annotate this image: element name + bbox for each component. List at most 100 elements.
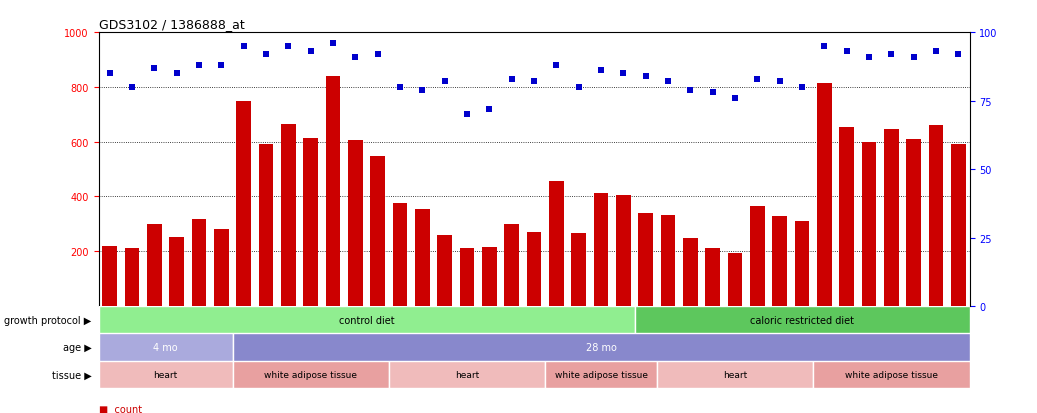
Text: growth protocol ▶: growth protocol ▶ xyxy=(4,315,91,325)
Bar xyxy=(885,130,899,306)
Point xyxy=(549,62,565,69)
Point xyxy=(727,95,744,102)
Text: white adipose tissue: white adipose tissue xyxy=(555,370,647,379)
Bar xyxy=(147,224,162,306)
Bar xyxy=(794,221,809,306)
Bar xyxy=(840,127,854,306)
Point xyxy=(593,68,610,75)
Point xyxy=(772,79,788,85)
Point xyxy=(704,90,721,97)
Bar xyxy=(438,236,452,306)
Text: white adipose tissue: white adipose tissue xyxy=(845,370,937,379)
Bar xyxy=(415,209,429,306)
Bar xyxy=(326,77,340,306)
Point xyxy=(123,84,140,91)
Point xyxy=(213,62,229,69)
Point xyxy=(481,106,498,113)
Bar xyxy=(99,361,232,388)
Point xyxy=(280,43,297,50)
Bar xyxy=(906,140,921,306)
Bar xyxy=(661,216,675,306)
Bar xyxy=(656,361,813,388)
Text: heart: heart xyxy=(455,370,479,379)
Bar xyxy=(639,214,653,306)
Bar xyxy=(683,238,698,306)
Bar xyxy=(214,229,228,306)
Text: age ▶: age ▶ xyxy=(63,342,91,352)
Point xyxy=(303,49,319,55)
Bar xyxy=(236,101,251,306)
Text: GDS3102 / 1386888_at: GDS3102 / 1386888_at xyxy=(99,17,245,31)
Bar xyxy=(813,361,970,388)
Bar xyxy=(750,206,764,306)
Bar xyxy=(482,247,497,306)
Bar xyxy=(773,216,787,306)
Text: tissue ▶: tissue ▶ xyxy=(52,370,91,380)
Text: 28 mo: 28 mo xyxy=(586,342,617,352)
Point xyxy=(146,65,163,72)
Bar xyxy=(459,249,474,306)
Point xyxy=(168,71,185,77)
Text: heart: heart xyxy=(153,370,177,379)
Point xyxy=(816,43,833,50)
Point xyxy=(570,84,587,91)
Bar xyxy=(705,248,720,306)
Bar xyxy=(370,157,385,306)
Point xyxy=(235,43,252,50)
Bar xyxy=(232,334,970,361)
Point xyxy=(950,52,966,58)
Point xyxy=(928,49,945,55)
Point xyxy=(325,40,341,47)
Point xyxy=(369,52,386,58)
Bar xyxy=(124,249,139,306)
Text: 4 mo: 4 mo xyxy=(153,342,177,352)
Bar xyxy=(259,145,274,306)
Point xyxy=(749,76,765,83)
Text: caloric restricted diet: caloric restricted diet xyxy=(750,315,854,325)
Bar xyxy=(99,306,635,334)
Bar xyxy=(281,125,296,306)
Point xyxy=(884,52,900,58)
Bar xyxy=(103,246,117,306)
Point xyxy=(458,112,475,118)
Point xyxy=(905,55,922,61)
Bar xyxy=(951,145,965,306)
Bar xyxy=(545,361,656,388)
Point xyxy=(191,62,207,69)
Point xyxy=(615,71,632,77)
Bar xyxy=(862,142,876,306)
Bar xyxy=(393,204,408,306)
Text: heart: heart xyxy=(723,370,748,379)
Bar xyxy=(99,334,232,361)
Text: control diet: control diet xyxy=(339,315,394,325)
Point xyxy=(526,79,542,85)
Point xyxy=(437,79,453,85)
Text: ■  count: ■ count xyxy=(99,404,142,413)
Bar xyxy=(571,234,586,306)
Point xyxy=(102,71,118,77)
Point xyxy=(503,76,520,83)
Text: white adipose tissue: white adipose tissue xyxy=(264,370,357,379)
Bar xyxy=(616,196,630,306)
Bar xyxy=(527,233,541,306)
Bar xyxy=(728,253,742,306)
Bar xyxy=(817,83,832,306)
Point xyxy=(793,84,810,91)
Point xyxy=(682,87,699,94)
Point xyxy=(414,87,430,94)
Bar xyxy=(232,361,389,388)
Point xyxy=(392,84,409,91)
Point xyxy=(660,79,676,85)
Point xyxy=(638,74,654,80)
Bar xyxy=(550,181,564,306)
Bar xyxy=(929,126,944,306)
Bar xyxy=(304,139,318,306)
Bar xyxy=(635,306,970,334)
Bar xyxy=(169,237,184,306)
Point xyxy=(861,55,877,61)
Bar xyxy=(192,220,206,306)
Bar xyxy=(594,194,609,306)
Point xyxy=(347,55,364,61)
Point xyxy=(258,52,275,58)
Bar xyxy=(389,361,545,388)
